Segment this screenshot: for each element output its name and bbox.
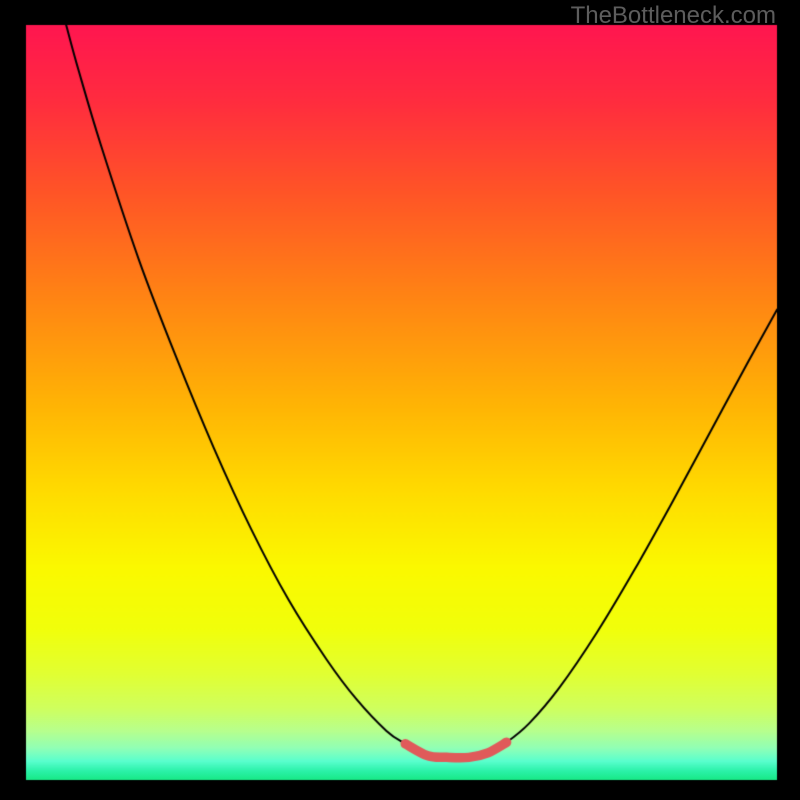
watermark-text: TheBottleneck.com [571,2,776,30]
chart-container: TheBottleneck.com [0,0,800,800]
bottleneck-curve-chart [0,0,800,800]
